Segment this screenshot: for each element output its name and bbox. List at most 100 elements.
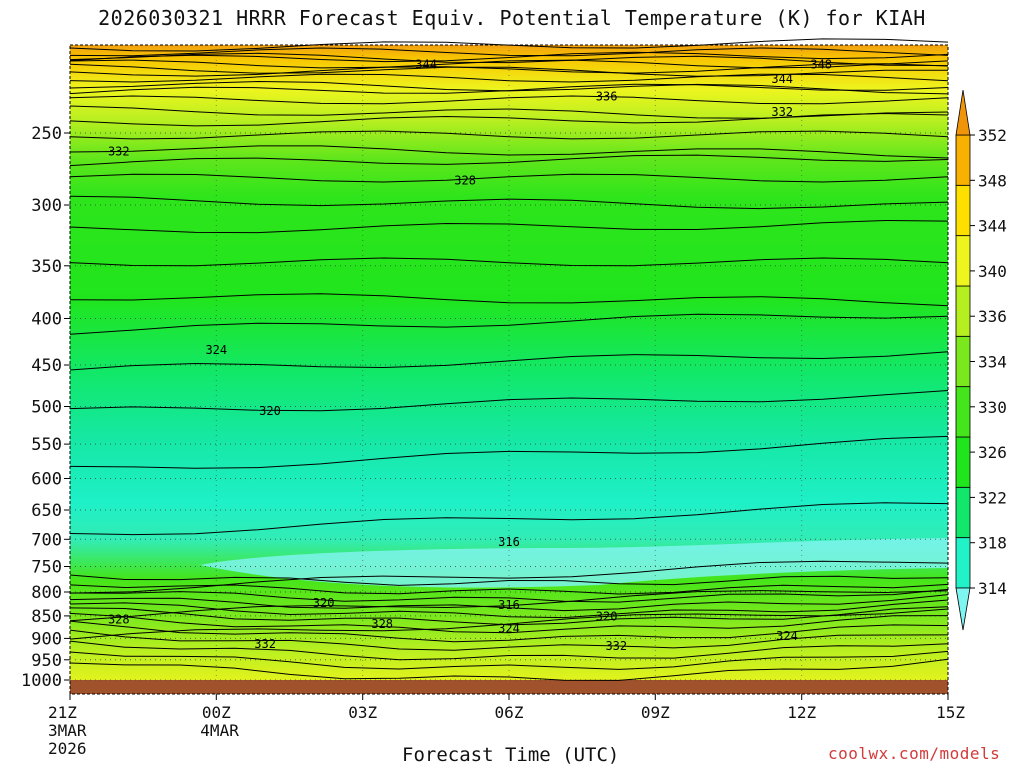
- contour-line: [69, 390, 949, 412]
- contour-line: [69, 629, 949, 651]
- terrain-band: [70, 680, 948, 694]
- contour-line: [69, 63, 949, 77]
- contour-line: [69, 606, 949, 626]
- x-tick-label: 21Z: [48, 703, 77, 722]
- contour-label: 348: [810, 57, 832, 71]
- colorbar-label: 336: [978, 307, 1007, 326]
- contour-line: [69, 502, 949, 536]
- colorbar-low-arrow: [955, 587, 971, 631]
- colorbar-high-arrow: [955, 89, 971, 136]
- colorbar-label: 318: [978, 534, 1007, 553]
- chart-title: 2026030321 HRRR Forecast Equiv. Potentia…: [98, 6, 926, 30]
- contour-line: [69, 574, 949, 586]
- contour-label: 344: [771, 72, 793, 86]
- contour-label: 328: [454, 174, 476, 188]
- contour-label: 320: [313, 596, 335, 610]
- y-tick-label: 700: [31, 530, 62, 550]
- contour-line: [69, 145, 949, 159]
- colorbar-segment: [955, 486, 971, 538]
- colorbar-label: 352: [978, 126, 1007, 145]
- contour-line: [69, 63, 948, 77]
- credit-link[interactable]: coolwx.com/models: [828, 744, 1001, 763]
- colorbar-segment: [955, 436, 971, 488]
- contour-line: [69, 38, 949, 52]
- x-tick-label: 09Z: [641, 703, 670, 722]
- contour-line: [69, 219, 949, 234]
- contour-label: 320: [259, 404, 281, 418]
- contour-line: [69, 599, 949, 619]
- colorbar-label: 314: [978, 579, 1007, 598]
- contour-label: 336: [596, 90, 618, 104]
- plot-field: [70, 45, 948, 694]
- y-tick-label: 500: [31, 398, 62, 418]
- contour-label: 324: [498, 622, 520, 636]
- contour-line: [69, 293, 949, 307]
- contour-line: [69, 608, 949, 640]
- colorbar-segment: [955, 134, 971, 186]
- contour-line: [69, 112, 949, 127]
- contour-lines: [69, 38, 949, 681]
- contour-line: [69, 130, 949, 140]
- colorbar-label: 326: [978, 443, 1007, 462]
- contour-label: 332: [254, 637, 276, 651]
- y-tick-label: 450: [31, 356, 62, 376]
- contour-line: [69, 154, 949, 167]
- contour-line: [69, 59, 949, 69]
- contour-label: 344: [415, 57, 437, 71]
- contour-label: 324: [776, 629, 798, 643]
- y-tick-label: 400: [31, 310, 62, 330]
- x-tick-sublabel: 3MAR: [48, 721, 87, 740]
- contour-line: [69, 650, 949, 670]
- contour-label: 328: [108, 613, 130, 627]
- contour-line: [69, 594, 949, 612]
- colorbar-segment: [955, 184, 971, 237]
- colorbar-label: 330: [978, 398, 1007, 417]
- y-tick-label: 650: [31, 501, 62, 521]
- contour-label: 316: [498, 598, 520, 612]
- colorbar-label: 334: [978, 353, 1007, 372]
- y-tick-label: 550: [31, 435, 62, 455]
- y-axis: 2503003504004505005506006507007508008509…: [21, 124, 70, 691]
- x-tick-label: 15Z: [936, 703, 965, 722]
- colorbar-label: 344: [978, 217, 1007, 236]
- contour-line: [69, 620, 949, 643]
- x-tick-label: 06Z: [495, 703, 524, 722]
- contour-line: [69, 95, 949, 105]
- colorbar-label: 340: [978, 262, 1007, 281]
- contour-line: [69, 640, 949, 661]
- contour-line: [69, 52, 949, 67]
- contour-line: [69, 435, 949, 469]
- colorbar-segment: [955, 285, 971, 337]
- contour-line: [69, 658, 949, 681]
- contour-label: 316: [498, 535, 520, 549]
- y-tick-label: 600: [31, 470, 62, 490]
- contour-line: [69, 173, 949, 183]
- contour-line: [69, 583, 949, 595]
- x-tick-sublabel: 4MAR: [200, 721, 239, 740]
- contour-label: 332: [108, 145, 130, 159]
- colorbar-segment: [955, 235, 971, 287]
- x-tick-sublabel: 2026: [48, 739, 87, 758]
- contour-line: [69, 47, 949, 57]
- x-tick-label: 00Z: [202, 703, 231, 722]
- contour-line: [69, 73, 949, 83]
- contour-label: 328: [371, 617, 393, 631]
- contour-line: [69, 313, 949, 335]
- colorbar-segment: [955, 537, 971, 589]
- contour-label: 324: [205, 343, 227, 357]
- contour-line: [69, 83, 949, 95]
- colorbar-label: 322: [978, 488, 1007, 507]
- y-tick-label: 250: [31, 124, 62, 144]
- x-tick-label: 12Z: [787, 703, 816, 722]
- x-tick-label: 03Z: [348, 703, 377, 722]
- contour-label: 332: [771, 105, 793, 119]
- colorbar-segment: [955, 386, 971, 438]
- contour-line: [69, 588, 949, 603]
- y-tick-label: 350: [31, 257, 62, 277]
- x-axis-title: Forecast Time (UTC): [402, 744, 620, 766]
- y-tick-label: 300: [31, 196, 62, 216]
- cold-pocket-area: [200, 538, 948, 588]
- contour-labels: 344 348 344 336 332 332 328 324 320 316 320 316 328 3…: [108, 57, 832, 653]
